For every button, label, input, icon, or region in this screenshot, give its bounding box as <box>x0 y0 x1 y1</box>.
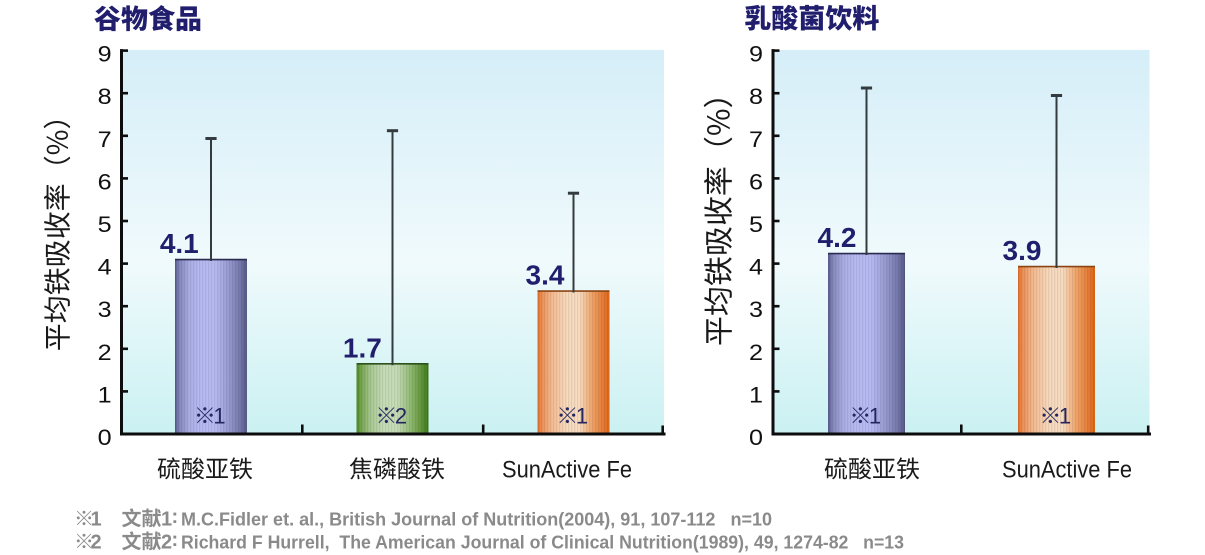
svg-text:8: 8 <box>749 84 763 109</box>
svg-text:1: 1 <box>161 509 172 531</box>
svg-text:6: 6 <box>98 169 112 194</box>
svg-text:1: 1 <box>749 382 763 407</box>
svg-text:Richard F Hurrell, The Americ: Richard F Hurrell, The American Journal … <box>181 532 904 553</box>
svg-text:1: 1 <box>98 382 112 407</box>
svg-text:3.9: 3.9 <box>1003 235 1042 266</box>
svg-text:8: 8 <box>98 84 112 109</box>
svg-text:0: 0 <box>749 425 763 450</box>
svg-text:9: 9 <box>749 42 763 67</box>
svg-text:4.1: 4.1 <box>160 228 199 259</box>
svg-text:2: 2 <box>98 340 112 365</box>
svg-text:4.2: 4.2 <box>818 222 857 253</box>
svg-text:2: 2 <box>91 532 102 554</box>
svg-text::: : <box>172 506 179 528</box>
svg-text:3: 3 <box>749 297 763 322</box>
svg-text:2: 2 <box>161 532 172 554</box>
svg-text:5: 5 <box>749 212 763 237</box>
svg-text:1.7: 1.7 <box>343 332 382 363</box>
svg-text:9: 9 <box>98 42 112 67</box>
svg-text:1: 1 <box>869 404 881 429</box>
svg-text::: : <box>172 529 179 551</box>
svg-text:3.4: 3.4 <box>526 260 565 291</box>
svg-text:5: 5 <box>98 212 112 237</box>
svg-text:7: 7 <box>98 127 112 152</box>
svg-text:1: 1 <box>576 404 588 429</box>
svg-text:6: 6 <box>749 169 763 194</box>
svg-text:3: 3 <box>98 297 112 322</box>
svg-text:M.C.Fidler et. al., British Jo: M.C.Fidler et. al., British Journal of N… <box>181 509 772 530</box>
svg-text:1: 1 <box>91 509 102 531</box>
svg-text:SunActive Fe: SunActive Fe <box>1002 457 1132 484</box>
svg-text:4: 4 <box>749 255 763 280</box>
svg-text:0: 0 <box>98 425 112 450</box>
svg-text:1: 1 <box>213 404 225 429</box>
svg-text:2: 2 <box>395 404 407 429</box>
svg-text:4: 4 <box>98 255 112 280</box>
svg-text:SunActive Fe: SunActive Fe <box>502 457 632 484</box>
svg-text:7: 7 <box>749 127 763 152</box>
svg-text:2: 2 <box>749 340 763 365</box>
svg-text:1: 1 <box>1059 404 1071 429</box>
